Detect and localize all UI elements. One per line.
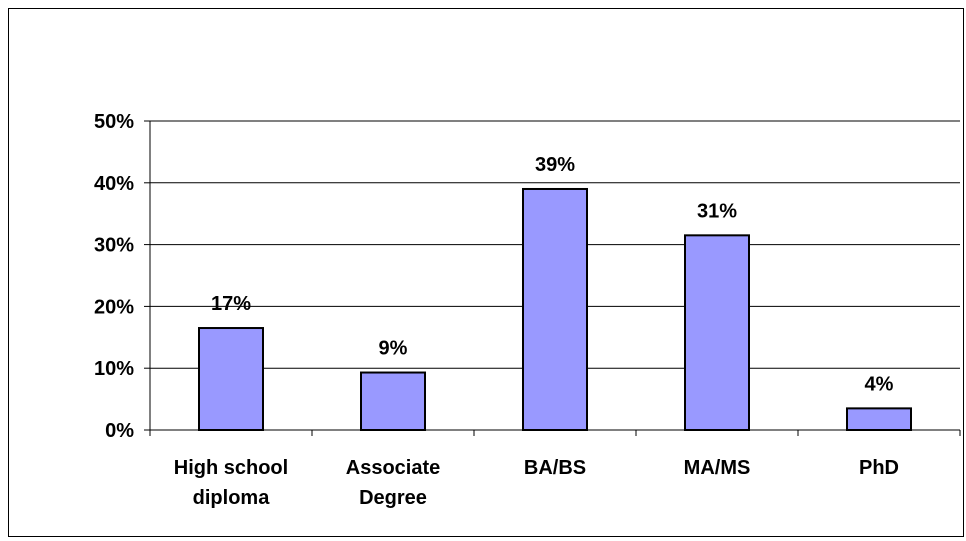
chart-frame (8, 8, 964, 537)
bars (198, 187, 912, 431)
x-tick-label: BA/BS (524, 457, 586, 479)
y-tick-label: 50% (94, 111, 134, 133)
labels: 0% 10% 20% 30% 40% 50% 17% High school diploma 9%… (94, 111, 899, 509)
y-tick-label: 30% (94, 235, 134, 257)
bar (522, 187, 588, 431)
y-tick-label: 10% (94, 358, 134, 380)
y-tick-label: 0% (105, 420, 134, 442)
x-tick-label: MA/MS (684, 457, 751, 479)
data-label: 9% (379, 338, 408, 360)
data-label: 39% (535, 154, 575, 176)
bar (846, 407, 912, 431)
axes (144, 120, 961, 436)
bar (198, 327, 264, 431)
data-label: 31% (697, 200, 737, 222)
x-tick-label: Degree (359, 487, 427, 509)
x-tick-label: diploma (193, 487, 271, 509)
data-label: 4% (865, 373, 894, 395)
bar (684, 234, 750, 431)
x-tick-label: Associate (346, 457, 441, 479)
data-label: 17% (211, 293, 251, 315)
x-tick-label: High school (174, 457, 288, 479)
x-tick-label: PhD (859, 457, 899, 479)
y-tick-label: 20% (94, 296, 134, 318)
bar (360, 371, 426, 431)
y-tick-label: 40% (94, 173, 134, 195)
